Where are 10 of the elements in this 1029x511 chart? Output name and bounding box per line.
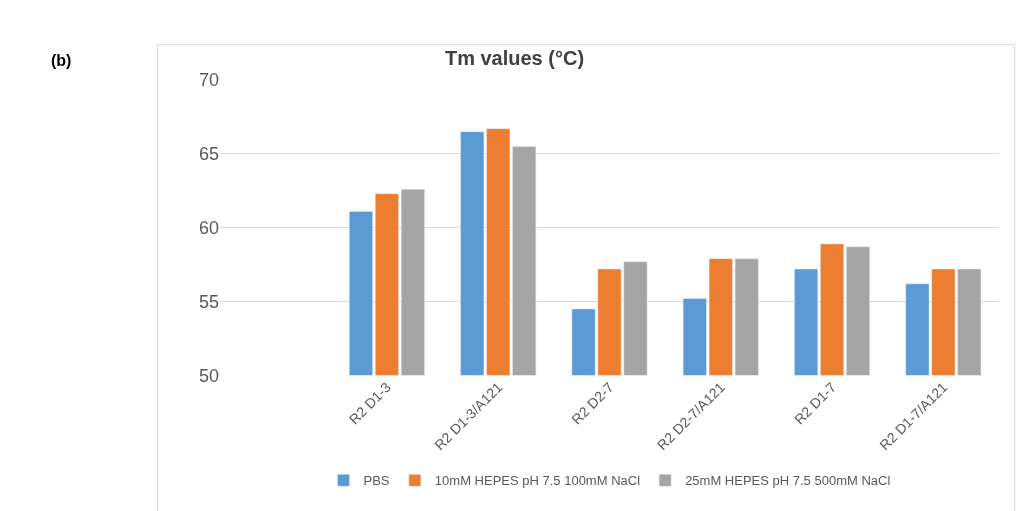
y-tick-label: 60 [198, 217, 219, 238]
legend-label: 25mM HEPES pH 7.5 500mM NaCl [685, 473, 891, 489]
legend-label: PBS [363, 473, 390, 489]
y-tick-label: 50 [198, 365, 219, 386]
y-tick-label: 70 [198, 70, 219, 91]
y-tick-label: 65 [198, 144, 219, 165]
legend-label: 10mM HEPES pH 7.5 100mM NaCl [434, 473, 641, 489]
y-tick-label: 55 [198, 291, 219, 312]
chart-title: Tm values (°C) [444, 47, 585, 70]
text: (b) [51, 52, 72, 69]
